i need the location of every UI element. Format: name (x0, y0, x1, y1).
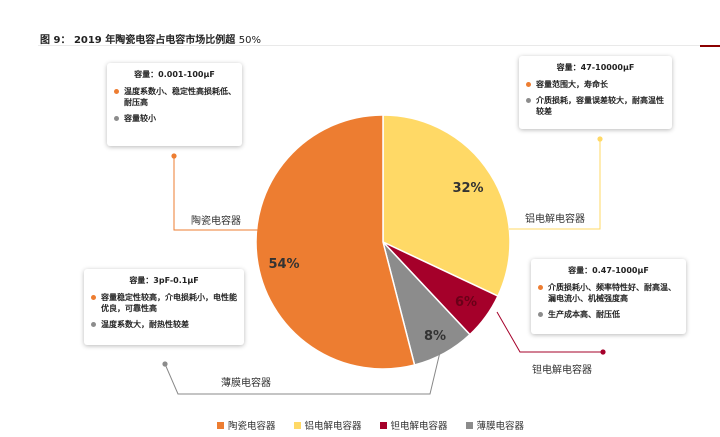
leader-dot-aluminum (597, 136, 603, 142)
figure-title-prefix: 图 9： (40, 35, 71, 46)
callout-item-pro: 容量稳定性较高，介电损耗小，电性能优良，可靠性高 (90, 292, 238, 314)
bullet-dot (114, 116, 119, 121)
leader-line-aluminum (509, 139, 601, 230)
leader-line-film (164, 351, 441, 395)
bullet-dot (114, 89, 119, 94)
bullet-dot (538, 312, 543, 317)
leader-dot-film (162, 361, 168, 367)
legend-item-tantalum: 钽电解电容器 (379, 418, 448, 432)
figure-title-suffix: 50% (238, 35, 261, 46)
category-label-tantalum: 钽电解电容器 (532, 363, 592, 376)
callout-item-con: 容量较小 (113, 113, 236, 124)
legend-item-ceramic: 陶瓷电容器 (217, 418, 276, 432)
title-accent-bar (700, 45, 720, 47)
bullet-dot (91, 322, 96, 327)
callout-item-text: 温度系数小、稳定性高损耗低、耐压高 (124, 87, 236, 107)
callout-box-ceramic: 容量：0.001-100μF 温度系数小、稳定性高损耗低、耐压高 容量较小 (107, 63, 242, 146)
chart-legend: 陶瓷电容器 铝电解电容器 钽电解电容器 薄膜电容器 (217, 418, 542, 432)
callout-item-text: 生产成本高、耐压低 (548, 310, 620, 319)
callout-item-con: 介质损耗，容量误差较大，耐高温性较差 (525, 95, 666, 117)
legend-swatch (379, 421, 387, 429)
figure-title-main: 2019 年陶瓷电容占电容市场比例超 (73, 35, 236, 46)
leader-line-tantalum (496, 311, 603, 353)
pie-value-label-film: 8% (424, 329, 446, 344)
pie-value-label-aluminum: 32% (452, 181, 483, 196)
legend-item-film: 薄膜电容器 (465, 418, 525, 432)
legend-swatch (293, 421, 301, 429)
pie-value-label-ceramic: 54% (268, 257, 299, 272)
legend-swatch (465, 421, 473, 429)
category-label-film: 薄膜电容器 (221, 376, 271, 389)
bullet-dot (91, 295, 96, 300)
bullet-dot (526, 82, 531, 87)
legend-item-aluminum: 铝电解电容器 (293, 418, 362, 432)
category-label-aluminum: 铝电解电容器 (525, 212, 585, 225)
callout-item-text: 容量稳定性较高，介电损耗小，电性能优良，可靠性高 (101, 293, 237, 313)
legend-label: 钽电解电容器 (390, 421, 448, 432)
callout-item-con: 生产成本高、耐压低 (537, 309, 680, 320)
pie-value-label-tantalum: 6% (455, 295, 477, 310)
category-label-ceramic: 陶瓷电容器 (191, 214, 241, 227)
callout-item-text: 容量范围大，寿命长 (536, 80, 608, 89)
callout-header: 容量：47-10000μF (556, 63, 635, 72)
callout-item-text: 介质损耗小、频率特性好、耐高温、漏电流小、机械强度高 (548, 283, 676, 303)
callout-item-text: 介质损耗，容量误差较大，耐高温性较差 (536, 96, 664, 116)
callout-item-pro: 温度系数小、稳定性高损耗低、耐压高 (113, 86, 236, 108)
callout-box-tantalum: 容量：0.47-1000μF 介质损耗小、频率特性好、耐高温、漏电流小、机械强度… (531, 259, 686, 334)
figure-title: 图 9： 2019 年陶瓷电容占电容市场比例超 50% (40, 31, 261, 46)
pie-slice-aluminum (382, 114, 511, 298)
callout-item-pro: 容量范围大，寿命长 (525, 79, 666, 90)
legend-label: 陶瓷电容器 (228, 421, 276, 432)
pie-slice-ceramic (255, 114, 416, 370)
callout-item-text: 容量较小 (124, 114, 156, 123)
bullet-dot (538, 285, 543, 290)
callout-box-aluminum: 容量：47-10000μF 容量范围大，寿命长 介质损耗，容量误差较大，耐高温性… (519, 56, 672, 129)
callout-box-film: 容量：3pF-0.1μF 容量稳定性较高，介电损耗小，电性能优良，可靠性高 温度… (84, 269, 244, 345)
legend-label: 薄膜电容器 (476, 421, 525, 432)
leader-line-ceramic (173, 156, 262, 231)
title-divider (38, 45, 708, 46)
leader-dot-ceramic (171, 153, 177, 159)
callout-item-text: 温度系数大，耐热性较差 (101, 320, 189, 329)
callout-header: 容量：0.47-1000μF (568, 266, 649, 275)
bullet-dot (526, 98, 531, 103)
callout-item-pro: 介质损耗小、频率特性好、耐高温、漏电流小、机械强度高 (537, 282, 680, 304)
leader-dot-tantalum (600, 349, 606, 355)
legend-swatch (217, 421, 224, 429)
callout-header: 容量：3pF-0.1μF (129, 276, 199, 285)
callout-header: 容量：0.001-100μF (134, 70, 215, 79)
callout-item-con: 温度系数大，耐热性较差 (90, 319, 238, 330)
legend-label: 铝电解电容器 (304, 421, 362, 432)
